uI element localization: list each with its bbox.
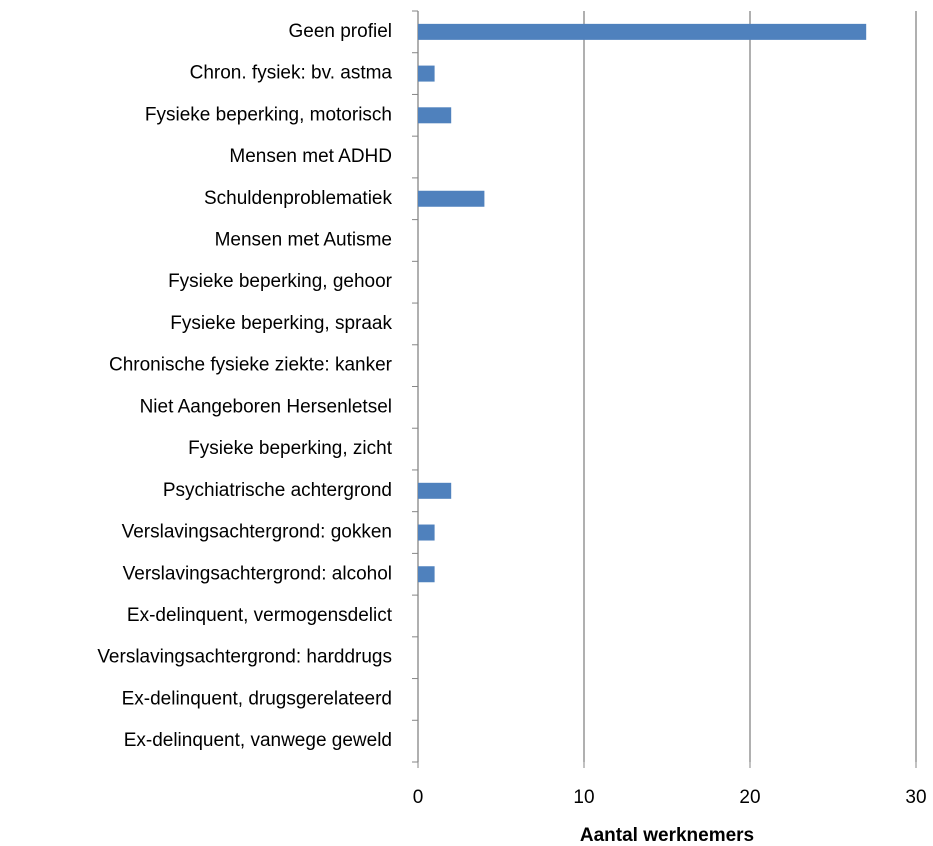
bar <box>418 65 435 82</box>
y-tick-label: Mensen met ADHD <box>229 146 392 167</box>
x-tick-label: 30 <box>905 787 926 808</box>
y-tick-label: Verslavingsachtergrond: gokken <box>122 522 392 543</box>
y-tick-label: Fysieke beperking, gehoor <box>168 271 393 292</box>
x-axis-label: Aantal werknemers <box>580 825 754 846</box>
y-tick-label: Fysieke beperking, motorisch <box>145 104 392 125</box>
y-tick-label: Ex-delinquent, drugsgerelateerd <box>122 688 392 709</box>
y-tick-label: Niet Aangeboren Hersenletsel <box>140 396 392 417</box>
bar <box>418 190 485 207</box>
y-tick-label: Mensen met Autisme <box>215 229 392 250</box>
y-tick-label: Chron. fysiek: bv. astma <box>190 63 393 84</box>
x-tick-label: 20 <box>739 787 760 808</box>
bar <box>418 524 435 541</box>
bar <box>418 23 867 40</box>
y-tick-label: Fysieke beperking, spraak <box>170 313 392 334</box>
y-tick-label: Geen profiel <box>288 21 392 42</box>
bar <box>418 566 435 583</box>
y-tick-label: Fysieke beperking, zicht <box>188 438 393 459</box>
x-tick-label: 0 <box>413 787 424 808</box>
y-tick-label: Psychiatrische achtergrond <box>163 480 392 501</box>
y-tick-label: Verslavingsachtergrond: alcohol <box>123 563 392 584</box>
y-tick-label: Ex-delinquent, vermogensdelict <box>127 605 393 626</box>
y-tick-label: Verslavingsachtergrond: harddrugs <box>97 647 392 668</box>
y-tick-label: Ex-delinquent, vanwege geweld <box>124 730 392 751</box>
bar <box>418 482 452 499</box>
y-tick-label: Chronische fysieke ziekte: kanker <box>109 355 393 376</box>
y-tick-label: Schuldenproblematiek <box>204 188 393 209</box>
x-tick-label: 10 <box>573 787 594 808</box>
bar <box>418 107 452 124</box>
